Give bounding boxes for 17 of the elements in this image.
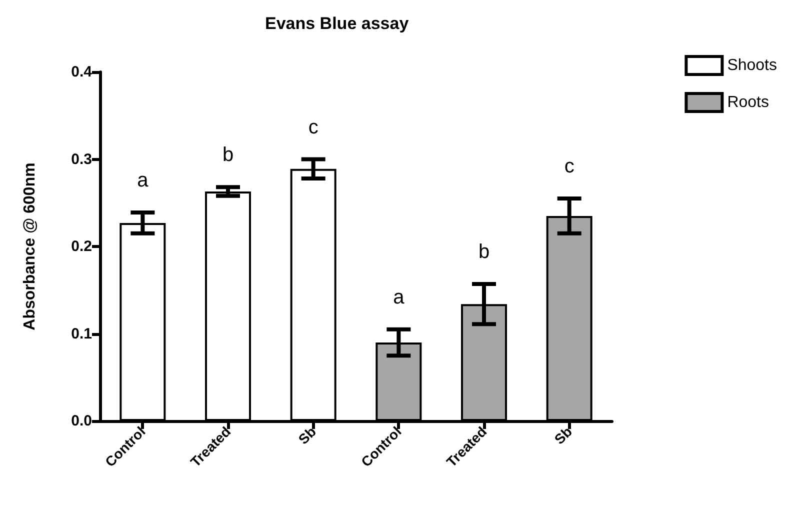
data-label: b bbox=[222, 144, 234, 166]
y-axis-title: Absorbance @ 600nm bbox=[22, 162, 38, 330]
x-tick-label: Sb bbox=[551, 423, 575, 448]
y-tick-label: 0.2 bbox=[71, 238, 92, 255]
legend-label: Shoots bbox=[727, 57, 777, 74]
y-tick-label: 0.3 bbox=[71, 150, 92, 168]
data-label: a bbox=[137, 169, 150, 192]
data-label: b bbox=[478, 241, 490, 264]
x-tick-label: Sb bbox=[295, 423, 319, 448]
y-tick-label: 0.0 bbox=[71, 412, 92, 430]
data-label: a bbox=[393, 286, 406, 308]
legend-label: Roots bbox=[727, 94, 769, 111]
data-label: c bbox=[564, 156, 574, 178]
y-tick-label: 0.4 bbox=[71, 64, 93, 80]
chart-title: Evans Blue assay bbox=[265, 14, 410, 33]
y-tick-label: 0.1 bbox=[71, 325, 92, 342]
data-label: c bbox=[308, 116, 318, 138]
